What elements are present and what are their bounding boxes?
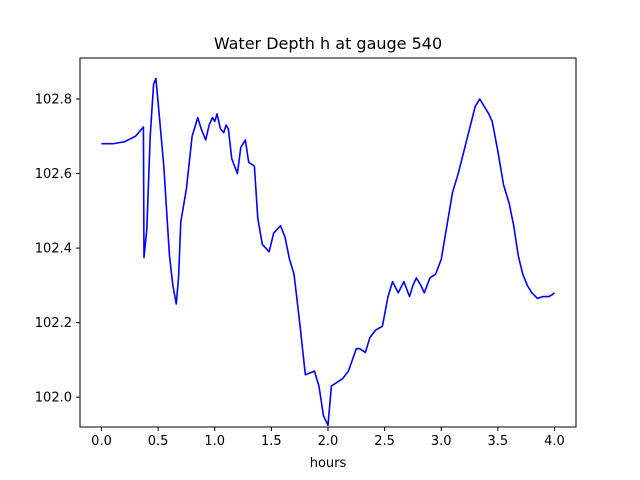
x-axis-label: hours	[310, 456, 347, 471]
y-tick-label: 102.8	[35, 93, 72, 108]
series-line-0	[101, 77, 555, 426]
x-tick-label: 2.0	[318, 434, 339, 449]
y-axis: 102.0 102.2 102.4 102.6 102.8	[35, 93, 80, 406]
x-tick-label: 3.5	[488, 434, 509, 449]
y-tick-label: 102.6	[35, 167, 72, 182]
x-axis: 0.0 0.5 1.0 1.5 2.0 2.5 3.0 3.5 4.0	[91, 427, 565, 449]
chart-title: Water Depth h at gauge 540	[214, 34, 442, 53]
plot-area	[101, 77, 555, 426]
x-tick-label: 0.5	[148, 434, 169, 449]
y-tick-label: 102.4	[35, 242, 72, 257]
x-tick-label: 0.0	[91, 434, 112, 449]
x-tick-label: 1.5	[261, 434, 282, 449]
x-tick-label: 4.0	[544, 434, 565, 449]
y-tick-label: 102.2	[35, 316, 72, 331]
x-tick-label: 2.5	[374, 434, 395, 449]
y-tick-label: 102.0	[35, 391, 72, 406]
x-tick-label: 3.0	[431, 434, 452, 449]
x-tick-label: 1.0	[204, 434, 225, 449]
